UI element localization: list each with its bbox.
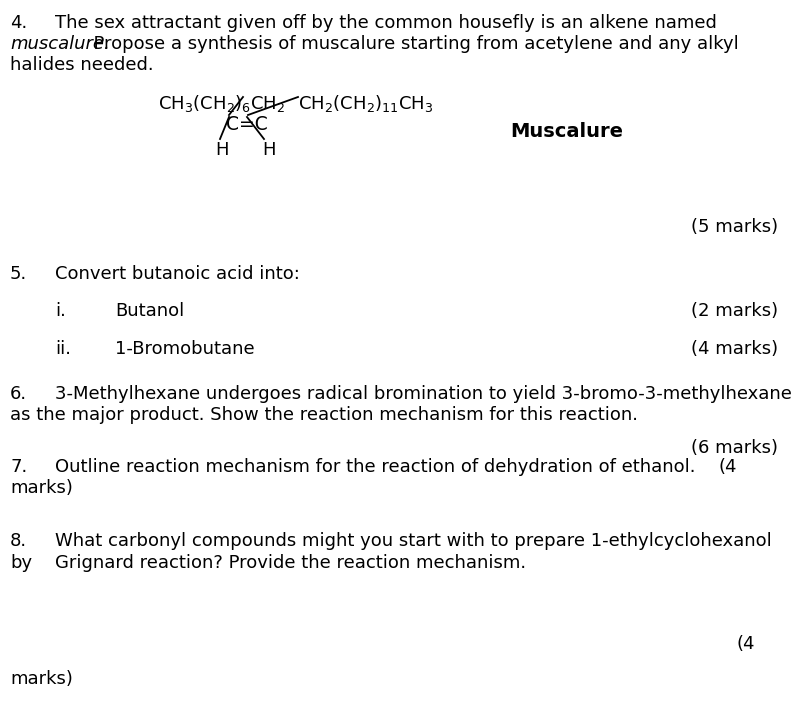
Text: (2 marks): (2 marks) [691,302,778,320]
Text: 4.: 4. [10,14,27,32]
Text: The sex attractant given off by the common housefly is an alkene named: The sex attractant given off by the comm… [55,14,717,32]
Text: halides needed.: halides needed. [10,56,154,74]
Text: by: by [10,554,32,572]
Text: 8.: 8. [10,532,27,550]
Text: (4: (4 [718,458,737,476]
Text: 5.: 5. [10,265,27,283]
Text: (5 marks): (5 marks) [691,218,778,236]
Text: ii.: ii. [55,340,71,358]
Text: Outline reaction mechanism for the reaction of dehydration of ethanol.: Outline reaction mechanism for the react… [55,458,695,476]
Text: (4 marks): (4 marks) [691,340,778,358]
Text: Muscalure: Muscalure [510,122,623,141]
Text: marks): marks) [10,670,73,688]
Text: 7.: 7. [10,458,27,476]
Text: (6 marks): (6 marks) [691,439,778,457]
Text: muscalure.: muscalure. [10,35,110,53]
Text: i.: i. [55,302,66,320]
Text: Grignard reaction? Provide the reaction mechanism.: Grignard reaction? Provide the reaction … [55,554,526,572]
Text: 3-Methylhexane undergoes radical bromination to yield 3-bromo-3-methylhexane: 3-Methylhexane undergoes radical bromina… [55,385,792,403]
Text: marks): marks) [10,479,73,497]
Text: CH$_3$(CH$_2$)$_6$CH$_2$: CH$_3$(CH$_2$)$_6$CH$_2$ [158,93,285,114]
Text: (4: (4 [736,635,755,653]
Text: H: H [215,141,229,159]
Text: What carbonyl compounds might you start with to prepare 1-ethylcyclohexanol: What carbonyl compounds might you start … [55,532,771,550]
Text: 1-Bromobutane: 1-Bromobutane [115,340,254,358]
Text: CH$_2$(CH$_2$)$_{11}$CH$_3$: CH$_2$(CH$_2$)$_{11}$CH$_3$ [298,93,433,114]
Text: as the major product. Show the reaction mechanism for this reaction.: as the major product. Show the reaction … [10,406,638,424]
Text: Convert butanoic acid into:: Convert butanoic acid into: [55,265,300,283]
Text: Butanol: Butanol [115,302,185,320]
Text: H: H [262,141,276,159]
Text: 6.: 6. [10,385,27,403]
Text: C=C: C=C [226,115,268,134]
Text: Propose a synthesis of muscalure starting from acetylene and any alkyl: Propose a synthesis of muscalure startin… [82,35,739,53]
